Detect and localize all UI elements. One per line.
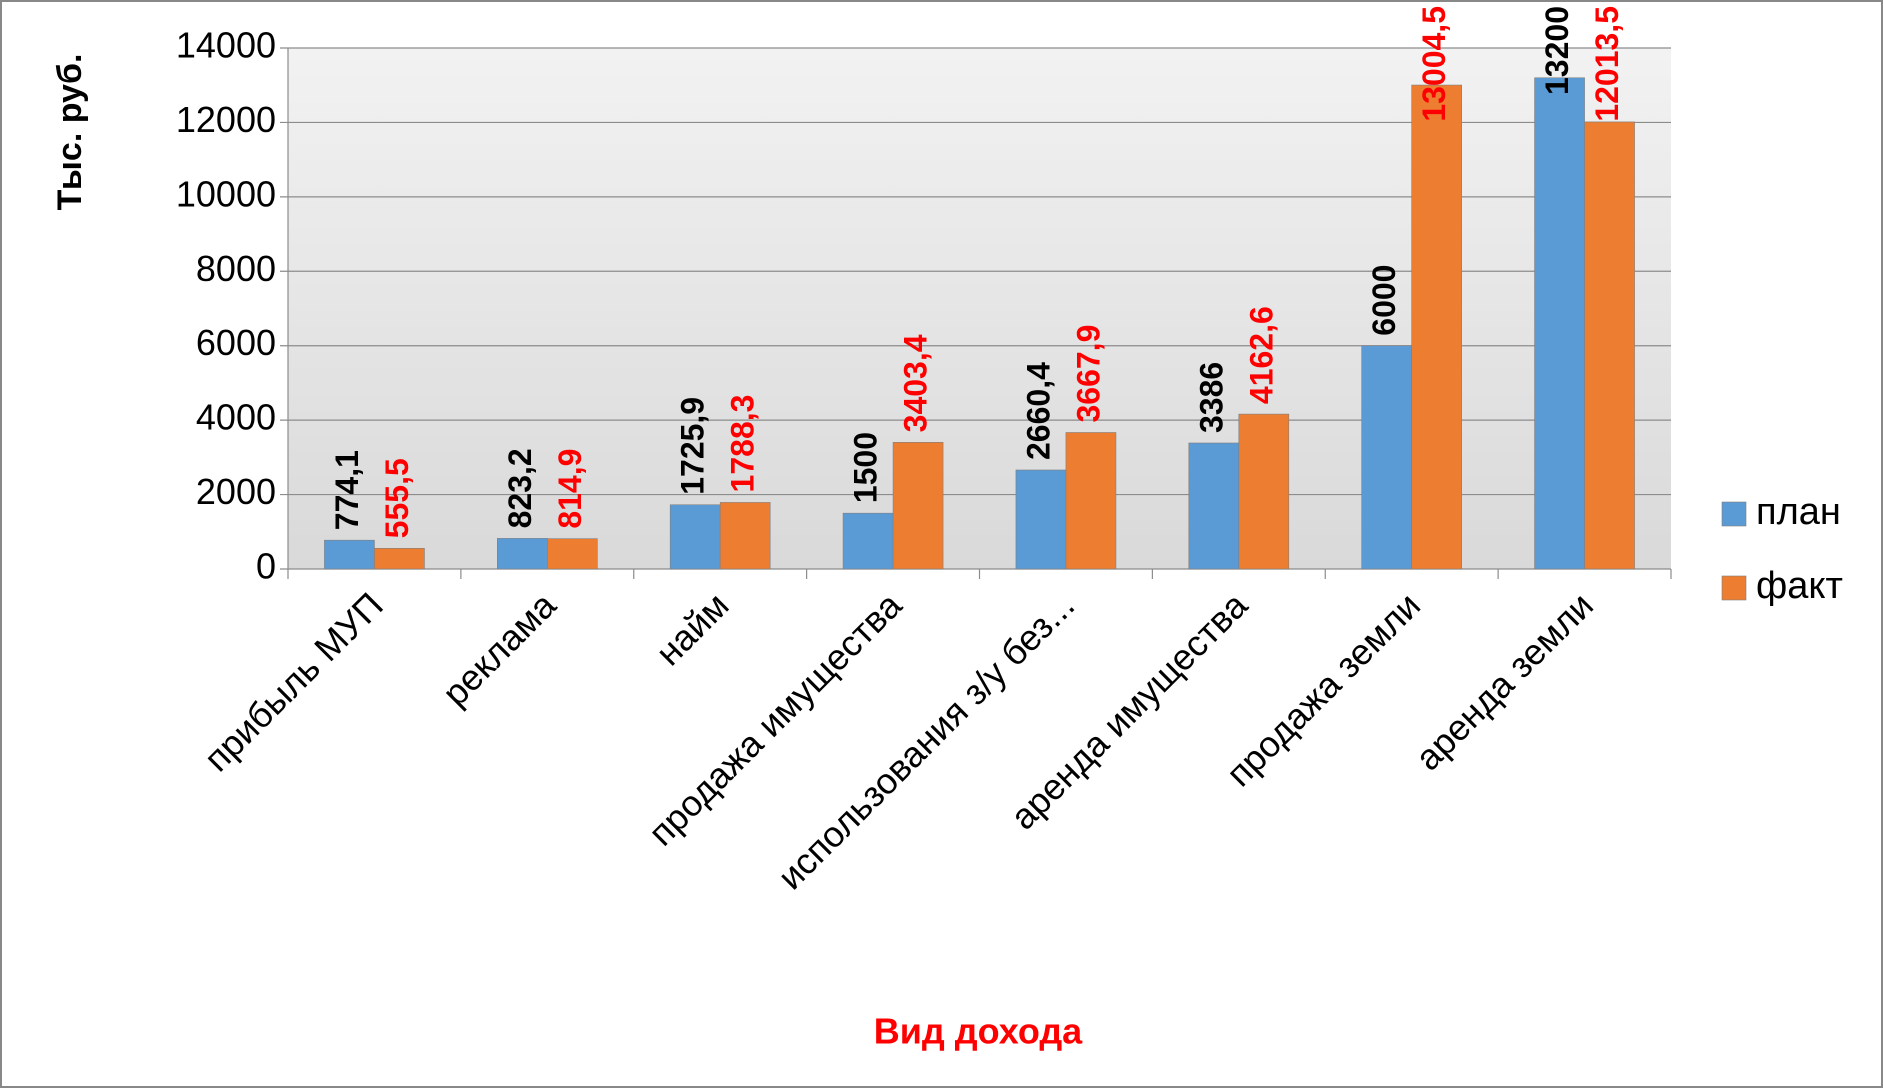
bar bbox=[1016, 470, 1066, 569]
plot-area bbox=[288, 48, 1671, 569]
value-label: 3403,4 bbox=[898, 334, 934, 432]
value-label: 13200 bbox=[1539, 6, 1575, 95]
bar bbox=[893, 442, 943, 569]
legend-swatch bbox=[1722, 576, 1746, 600]
value-label: 555,5 bbox=[379, 458, 415, 538]
value-label: 13004,5 bbox=[1416, 6, 1452, 122]
bar bbox=[843, 513, 893, 569]
value-label: 3667,9 bbox=[1070, 325, 1106, 423]
y-tick-label: 14000 bbox=[176, 25, 276, 66]
bar bbox=[1412, 85, 1462, 569]
value-label: 814,9 bbox=[552, 449, 588, 529]
y-tick-label: 2000 bbox=[196, 471, 276, 512]
bar bbox=[547, 539, 597, 569]
chart: Тыс. руб. Вид дохода 0 2000 4000 6000 8000 10… bbox=[0, 0, 1883, 1088]
value-label: 1725,9 bbox=[675, 397, 711, 495]
page: Тыс. руб. Вид дохода 0 2000 4000 6000 8000 10… bbox=[0, 0, 1883, 1088]
bar bbox=[670, 505, 720, 569]
value-label: 823,2 bbox=[502, 448, 538, 528]
bar bbox=[497, 538, 547, 569]
y-tick-label: 6000 bbox=[196, 322, 276, 363]
y-tick-label: 8000 bbox=[196, 248, 276, 289]
y-tick-label: 0 bbox=[256, 546, 276, 587]
value-label: 6000 bbox=[1366, 265, 1402, 336]
y-tick-label: 10000 bbox=[176, 173, 276, 214]
bar bbox=[1362, 346, 1412, 569]
value-label: 4162,6 bbox=[1243, 306, 1279, 404]
bar bbox=[1189, 443, 1239, 569]
legend-swatch bbox=[1722, 502, 1746, 526]
value-label: 1500 bbox=[848, 432, 884, 503]
bar bbox=[1535, 78, 1585, 569]
y-tick-label: 4000 bbox=[196, 397, 276, 438]
x-axis-title: Вид дохода bbox=[874, 1011, 1083, 1052]
y-tick-label: 12000 bbox=[176, 99, 276, 140]
legend-label: факт bbox=[1756, 565, 1843, 607]
value-label: 774,1 bbox=[329, 450, 365, 530]
value-label: 2660,4 bbox=[1020, 362, 1056, 460]
bar bbox=[720, 502, 770, 569]
value-label: 12013,5 bbox=[1589, 6, 1625, 122]
value-label: 1788,3 bbox=[725, 395, 761, 493]
bar bbox=[1239, 414, 1289, 569]
bar bbox=[1066, 433, 1116, 569]
bar bbox=[1585, 122, 1635, 569]
value-label: 3386 bbox=[1193, 362, 1229, 433]
bar bbox=[324, 540, 374, 569]
y-axis-title: Тыс. руб. bbox=[51, 54, 89, 211]
legend-label: план bbox=[1756, 491, 1841, 533]
bar bbox=[374, 548, 424, 569]
